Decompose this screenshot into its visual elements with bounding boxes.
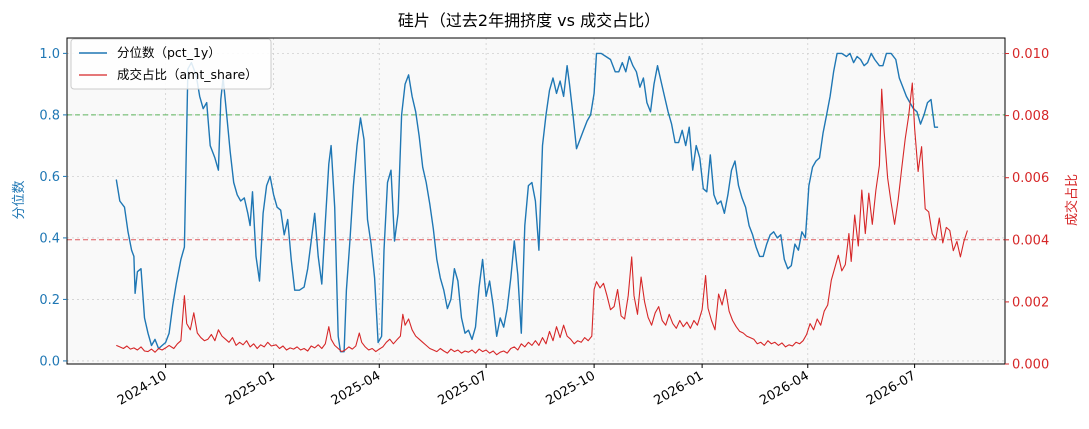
y-axis-right-label: 成交占比 <box>1064 174 1080 226</box>
y-right-tick-label: 0.004 <box>1012 233 1049 248</box>
y-left-tick-label: 0.4 <box>39 231 60 246</box>
legend: 分位数（pct_1y） 成交占比（amt_share） <box>70 38 272 90</box>
legend-box <box>70 38 272 90</box>
plot-frame <box>66 37 1006 365</box>
y-right-tick-label: 0.006 <box>1012 171 1049 186</box>
y-axis-left-label: 分位数 <box>12 180 27 219</box>
legend-label-pct: 分位数（pct_1y） <box>117 45 221 60</box>
y-right-tick-label: 0.002 <box>1012 295 1049 310</box>
y-right-tick-label: 0.008 <box>1012 109 1049 124</box>
series-line-amt <box>116 82 968 356</box>
reference-lines <box>67 114 1005 241</box>
y-axis-right: 0.000 0.002 0.004 0.006 0.008 0.010 <box>1005 47 1049 373</box>
series-group <box>115 52 968 356</box>
y-axis-left: 0.0 0.2 0.4 0.6 0.8 1.0 <box>39 47 67 369</box>
legend-label-amt: 成交占比（amt_share） <box>117 67 258 82</box>
y-right-tick-label: 0.010 <box>1012 47 1049 62</box>
y-right-tick-label: 0.000 <box>1012 358 1049 373</box>
y-left-tick-label: 0.8 <box>39 108 60 123</box>
y-left-tick-label: 1.0 <box>39 47 60 62</box>
y-left-tick-label: 0.0 <box>39 354 60 369</box>
series-line-pct <box>115 52 939 353</box>
y-left-tick-label: 0.6 <box>39 170 60 185</box>
y-left-tick-label: 0.2 <box>39 293 60 308</box>
chart-title: 硅片（过去2年拥挤度 vs 成交占比） <box>398 11 660 30</box>
